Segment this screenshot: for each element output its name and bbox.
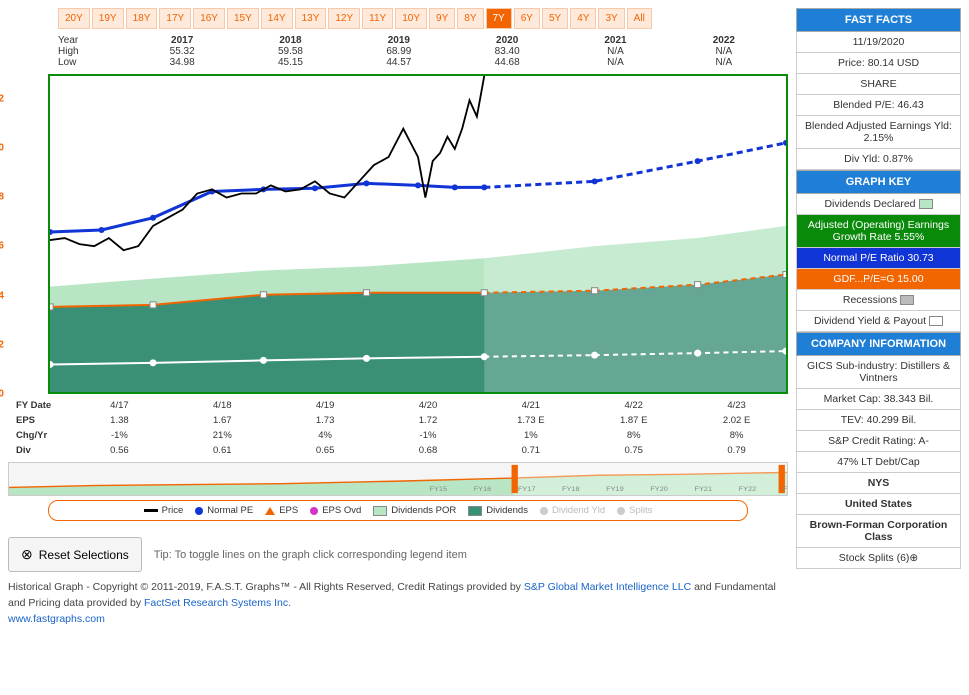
company-info-row: TEV: 40.299 Bil. (796, 410, 961, 431)
timeframe-tab-4y[interactable]: 4Y (570, 8, 596, 29)
company-info-row: United States (796, 494, 961, 515)
graph-key-row: Recessions (796, 290, 961, 311)
graph-key-header: GRAPH KEY (796, 170, 961, 194)
graph-key-row: Dividends Declared (796, 194, 961, 215)
legend-normal-pe[interactable]: Normal PE (195, 505, 253, 516)
legend-splits[interactable]: Splits (617, 505, 652, 516)
timeframe-tab-11y[interactable]: 11Y (362, 8, 393, 29)
timeframe-tab-6y[interactable]: 6Y (514, 8, 540, 29)
chart-legend: Price Normal PE EPS EPS Ovd Dividends POR Div… (48, 500, 748, 521)
timeframe-tab-10y[interactable]: 10Y (395, 8, 427, 29)
reset-label: Reset Selections (39, 548, 129, 562)
timeframe-tab-16y[interactable]: 16Y (193, 8, 225, 29)
mini-range-chart[interactable]: FY15 FY16 FY17 FY18 FY19 FY20 FY21 FY22 FY23 (8, 462, 788, 496)
y-axis-labels: $0$12$24$36$48$60$72 (0, 74, 4, 394)
svg-text:FY18: FY18 (562, 487, 580, 494)
legend-eps[interactable]: EPS (265, 505, 298, 516)
timeframe-tab-17y[interactable]: 17Y (159, 8, 191, 29)
year-high-low-table: Year201720182019202020212022High55.3259.… (8, 35, 788, 74)
graph-key-row: Normal P/E Ratio 30.73 (796, 248, 961, 269)
timeframe-tab-12y[interactable]: 12Y (328, 8, 360, 29)
company-info-header: COMPANY INFORMATION (796, 332, 961, 356)
timeframe-tab-5y[interactable]: 5Y (542, 8, 568, 29)
fast-facts-header: FAST FACTS (796, 8, 961, 32)
fast-fact-row: Price: 80.14 USD (796, 53, 961, 74)
timeframe-tab-14y[interactable]: 14Y (261, 8, 293, 29)
fast-fact-row: 11/19/2020 (796, 32, 961, 53)
company-info-row: 47% LT Debt/Cap (796, 452, 961, 473)
timeframe-tab-3y[interactable]: 3Y (598, 8, 624, 29)
timeframe-tab-all[interactable]: All (627, 8, 652, 29)
timeframe-tabs: 20Y19Y18Y17Y16Y15Y14Y13Y12Y11Y10Y9Y8Y7Y6… (8, 8, 788, 29)
legend-dividend-yld[interactable]: Dividend Yld (540, 505, 605, 516)
legend-eps-ovd[interactable]: EPS Ovd (310, 505, 361, 516)
timeframe-tab-20y[interactable]: 20Y (58, 8, 90, 29)
svg-text:FY17: FY17 (518, 487, 536, 494)
legend-price[interactable]: Price (144, 505, 184, 516)
legend-tip: Tip: To toggle lines on the graph click … (154, 549, 467, 561)
timeframe-tab-18y[interactable]: 18Y (126, 8, 158, 29)
timeframe-tab-15y[interactable]: 15Y (227, 8, 259, 29)
timeframe-tab-19y[interactable]: 19Y (92, 8, 124, 29)
fast-fact-row[interactable]: SHARE (796, 74, 961, 95)
main-chart (48, 74, 788, 394)
company-info-row: NYS (796, 473, 961, 494)
fastgraphs-link[interactable]: www.fastgraphs.com (8, 613, 105, 625)
reset-icon: ⊗ (21, 546, 33, 563)
company-info-row[interactable]: Stock Splits (6)⊕ (796, 548, 961, 569)
company-info-row: Brown-Forman Corporation Class (796, 515, 961, 548)
graph-key-row: Dividend Yield & Payout (796, 311, 961, 332)
timeframe-tab-9y[interactable]: 9Y (429, 8, 455, 29)
svg-text:FY22: FY22 (739, 487, 757, 494)
svg-text:FY21: FY21 (694, 487, 712, 494)
company-info-row: S&P Credit Rating: A- (796, 431, 961, 452)
graph-key-row: Adjusted (Operating) Earnings Growth Rat… (796, 215, 961, 248)
reset-selections-button[interactable]: ⊗ Reset Selections (8, 537, 142, 572)
legend-dividends-por[interactable]: Dividends POR (373, 505, 456, 516)
company-info-row: Market Cap: 38.343 Bil. (796, 389, 961, 410)
timeframe-tab-7y[interactable]: 7Y (486, 8, 512, 29)
factset-link[interactable]: FactSet Research Systems Inc. (144, 597, 291, 609)
sp-global-link[interactable]: S&P Global Market Intelligence LLC (524, 581, 691, 593)
graph-key-row: GDF...P/E=G 15.00 (796, 269, 961, 290)
fast-fact-row: Blended Adjusted Earnings Yld: 2.15% (796, 116, 961, 149)
fast-fact-row: Div Yld: 0.87% (796, 149, 961, 170)
company-info-row: GICS Sub-industry: Distillers & Vintners (796, 356, 961, 389)
svg-text:FY20: FY20 (650, 487, 668, 494)
timeframe-tab-8y[interactable]: 8Y (457, 8, 483, 29)
fast-fact-row: Blended P/E: 46.43 (796, 95, 961, 116)
fy-data-table: FY Date4/174/184/194/204/214/224/23EPS1.… (8, 398, 788, 458)
svg-text:FY15: FY15 (430, 487, 448, 494)
timeframe-tab-13y[interactable]: 13Y (295, 8, 327, 29)
svg-text:FY19: FY19 (606, 487, 624, 494)
svg-text:FY23: FY23 (783, 487, 787, 494)
legend-dividends[interactable]: Dividends (468, 505, 528, 516)
svg-text:FY16: FY16 (474, 487, 492, 494)
footer-copyright: Historical Graph - Copyright © 2011-2019… (8, 580, 788, 627)
